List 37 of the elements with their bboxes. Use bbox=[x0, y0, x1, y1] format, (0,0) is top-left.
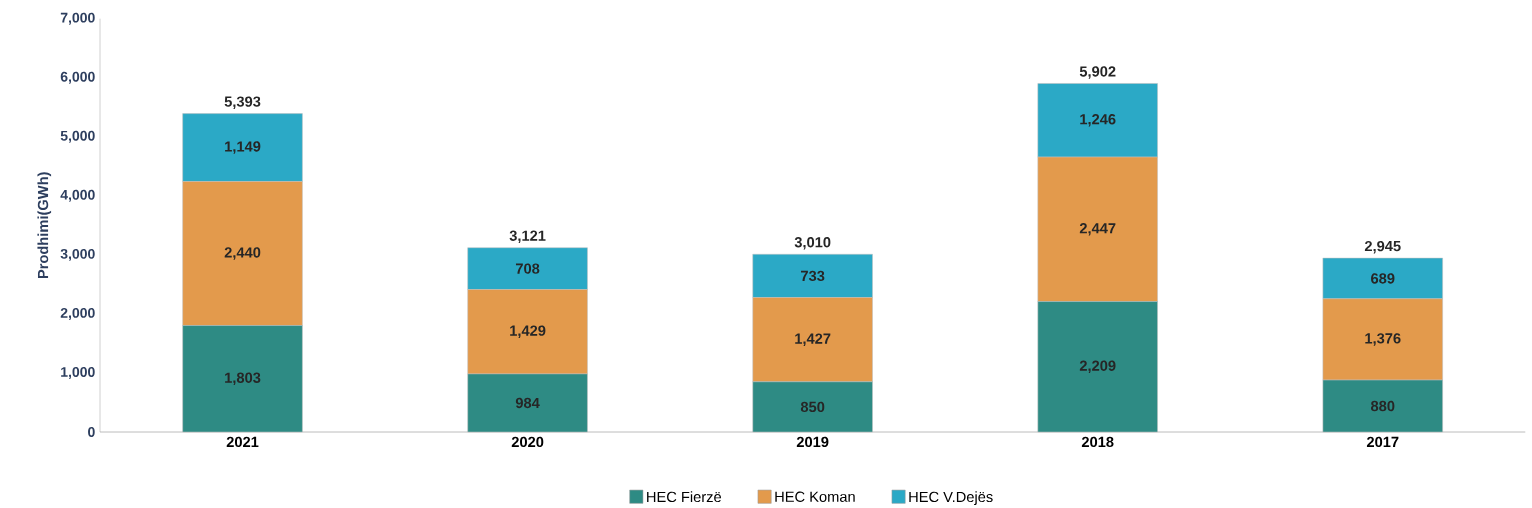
y-tick-label: 4,000 bbox=[60, 189, 95, 202]
total-label: 3,121 bbox=[509, 230, 546, 244]
y-tick-label: 0 bbox=[88, 427, 95, 437]
data-label: 733 bbox=[801, 270, 825, 282]
data-label: 2,440 bbox=[224, 247, 261, 260]
y-tick-label: 7,000 bbox=[60, 12, 95, 25]
x-tick-label: 2017 bbox=[1366, 436, 1399, 448]
total-label: 3,010 bbox=[794, 237, 831, 250]
total-label: 5,393 bbox=[224, 96, 261, 109]
x-tick-label: 2021 bbox=[226, 436, 259, 448]
legend-label: HEC Fierzë bbox=[647, 491, 722, 503]
y-tick-label: 3,000 bbox=[60, 248, 95, 261]
y-tick-label: 1,000 bbox=[61, 366, 95, 379]
data-label: 880 bbox=[1370, 400, 1395, 412]
x-tick-label: 2019 bbox=[796, 436, 829, 448]
data-label: 689 bbox=[1371, 273, 1395, 284]
total-label: 2,945 bbox=[1364, 240, 1401, 254]
legend-label: HEC Koman bbox=[775, 491, 855, 502]
total-label: 5,902 bbox=[1079, 66, 1116, 79]
y-tick-label: 5,000 bbox=[60, 130, 95, 143]
data-label: 2,447 bbox=[1079, 223, 1116, 236]
x-tick-label: 2020 bbox=[511, 436, 544, 448]
data-label: 850 bbox=[800, 401, 825, 413]
data-label: 2,209 bbox=[1079, 360, 1116, 374]
x-tick-label: 2018 bbox=[1081, 436, 1114, 448]
data-label: 1,803 bbox=[225, 372, 261, 386]
data-label: 1,427 bbox=[795, 333, 831, 346]
data-label: 984 bbox=[515, 397, 540, 409]
y-tick-label: 6,000 bbox=[60, 71, 95, 84]
y-tick-label: 2,000 bbox=[60, 307, 95, 320]
y-axis-title: Prodhimi(GWh) bbox=[37, 172, 52, 279]
data-label: 1,246 bbox=[1080, 114, 1116, 127]
data-label: 1,376 bbox=[1365, 333, 1401, 346]
data-label: 1,149 bbox=[225, 141, 261, 154]
data-label: 1,429 bbox=[510, 325, 546, 338]
legend-label: HEC V.Dejës bbox=[909, 491, 993, 505]
data-label: 708 bbox=[515, 263, 540, 274]
